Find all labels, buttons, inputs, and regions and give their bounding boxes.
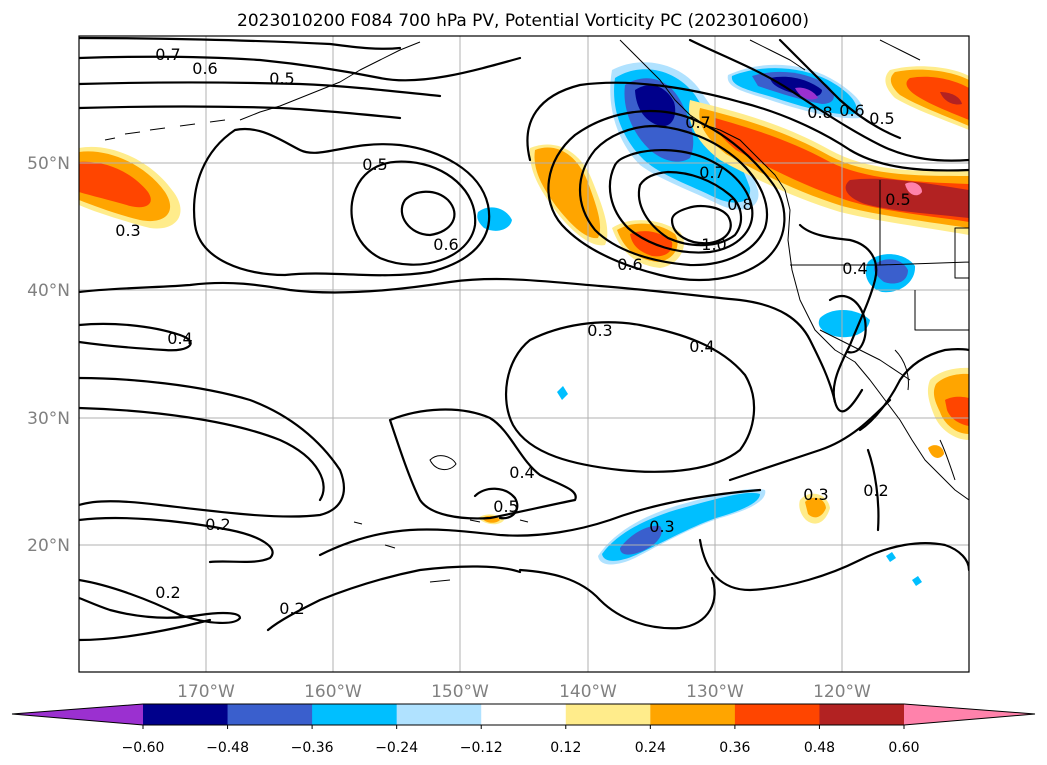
contour-label: 0.5 [869,109,894,128]
colorbar-bin [481,704,567,725]
pv-shading [79,62,969,586]
colorbar-tick-label: 0.48 [804,740,835,756]
lon-label-130w: 130°W [686,682,744,702]
contour-labels: 0.7 0.6 0.5 0.5 0.6 0.3 0.4 0.3 0.4 0.6 … [115,45,910,618]
lat-label-50n: 50°N [27,154,70,174]
contour-label: 0.8 [727,195,752,214]
colorbar-tick-label: −0.36 [291,740,334,756]
pv-contours [79,36,969,642]
contour-label: 0.5 [269,69,294,88]
graticule [79,36,969,672]
colorbar-tick-label: 0.12 [550,740,581,756]
contour-label: 0.2 [155,583,180,602]
longitude-labels: 170°W 160°W 150°W 140°W 130°W 120°W [177,682,871,702]
contour-label: 1.0 [701,235,726,254]
colorbar-tick-label: 0.60 [888,740,919,756]
colorbar-tick-label: −0.12 [460,740,503,756]
contour-label: 0.3 [803,485,828,504]
latitude-labels: 50°N 40°N 30°N 20°N [27,154,70,556]
colorbar-bin [143,704,229,725]
contour-label: 0.6 [617,255,642,274]
map-frame [78,35,970,673]
contour-label: 0.5 [885,190,910,209]
contour-label: 0.8 [807,103,832,122]
contour-label: 0.6 [839,101,864,120]
contour-label: 0.2 [863,481,888,500]
colorbar-bin [650,704,736,725]
contour-label: 0.4 [689,337,714,356]
colorbar-bin [734,704,820,725]
lon-label-170w: 170°W [177,682,235,702]
colorbar-bin [565,704,651,725]
lon-label-120w: 120°W [813,682,871,702]
map-title: 2023010200 F084 700 hPa PV, Potential Vo… [237,11,809,31]
contour-label: 0.4 [167,329,192,348]
contour-label: 0.5 [362,155,387,174]
colorbar-under-arrow [12,704,143,725]
colorbar-tick-label: −0.60 [122,740,165,756]
contour-label: 0.3 [587,321,612,340]
colorbar-tick-label: −0.48 [206,740,249,756]
colorbar-over-arrow [904,704,1035,725]
contour-label: 0.7 [685,113,710,132]
colorbar-tick-label: 0.36 [719,740,750,756]
lat-label-20n: 20°N [27,536,70,556]
contour-label: 0.4 [509,463,534,482]
contour-label: 0.7 [155,45,180,64]
contour-label: 0.3 [649,517,674,536]
colorbar: −0.60 −0.48 −0.36 −0.24 −0.12 0.12 0.24 0.36 0.4… [11,703,1036,756]
contour-label: 0.6 [433,235,458,254]
colorbar-bin [227,704,313,725]
contour-label: 0.3 [115,221,140,240]
contour-label: 0.2 [205,515,230,534]
lon-label-150w: 150°W [431,682,489,702]
colorbar-bin [312,704,398,725]
coastlines [104,39,969,583]
lon-label-160w: 160°W [304,682,362,702]
contour-label: 0.4 [842,259,867,278]
lat-label-30n: 30°N [27,409,70,429]
colorbar-tick-label: −0.24 [375,740,418,756]
contour-label: 0.5 [493,497,518,516]
contour-label: 0.6 [192,59,217,78]
map-panel: 0.7 0.6 0.5 0.5 0.6 0.3 0.4 0.3 0.4 0.6 … [79,36,969,672]
colorbar-tick-label: 0.24 [635,740,666,756]
lon-label-140w: 140°W [559,682,617,702]
lat-label-40n: 40°N [27,281,70,301]
contour-label: 0.7 [699,163,724,182]
colorbar-bin [819,704,905,725]
contour-label: 0.2 [279,599,304,618]
colorbar-bin [396,704,482,725]
